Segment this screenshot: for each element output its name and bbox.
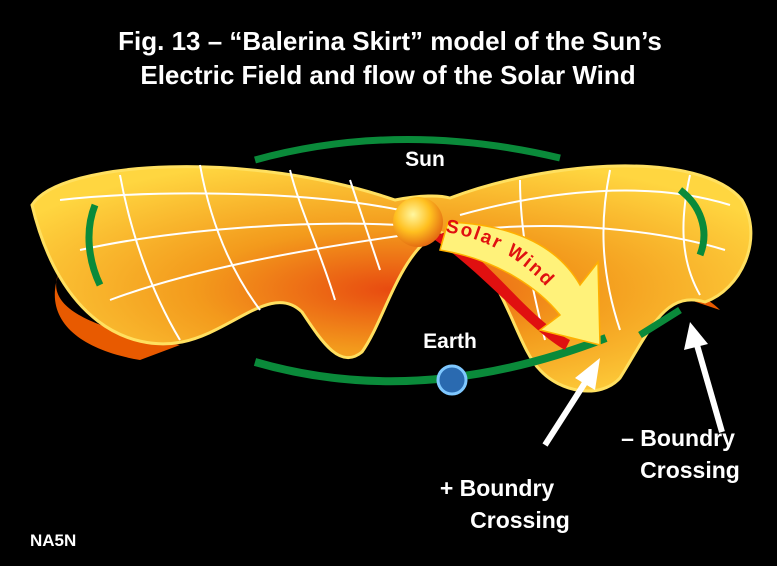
orbit-left bbox=[85, 203, 104, 287]
earth-label: Earth bbox=[423, 330, 477, 353]
credit: NA5N bbox=[30, 531, 76, 550]
sun bbox=[393, 197, 443, 247]
minus-crossing-label: Crossing bbox=[640, 457, 740, 483]
solar-wind-arrow bbox=[439, 221, 601, 346]
orbit-back bbox=[254, 136, 561, 164]
orbit-front bbox=[638, 307, 682, 338]
skirt-fold bbox=[54, 270, 180, 360]
title-line: Fig. 13 – “Balerina Skirt” model of the … bbox=[118, 26, 662, 56]
sun-label: Sun bbox=[405, 148, 445, 171]
pointer-arrows bbox=[542, 322, 725, 447]
plus-crossing-label: Crossing bbox=[470, 507, 570, 533]
earth bbox=[436, 364, 468, 396]
title-line: Electric Field and flow of the Solar Win… bbox=[140, 60, 635, 90]
red-stream bbox=[432, 232, 570, 350]
orbit-right bbox=[677, 187, 708, 257]
orbit-front bbox=[253, 334, 608, 386]
minus-crossing-label: – Boundry bbox=[621, 425, 735, 451]
plus-crossing-label: + Boundry bbox=[440, 475, 555, 501]
